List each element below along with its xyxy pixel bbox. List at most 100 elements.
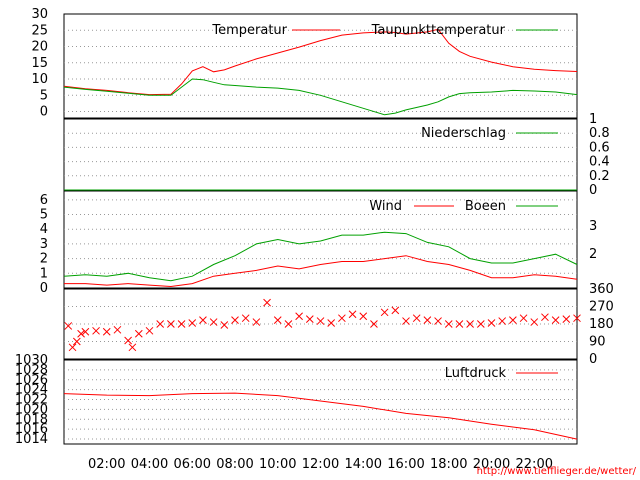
- x-tick-label: 04:00: [131, 457, 168, 472]
- wind-direction-point: [509, 316, 517, 324]
- y-tick-label: 1022: [15, 393, 48, 408]
- y-tick-label: 0.8: [589, 126, 610, 141]
- y-tick-label: 0: [589, 183, 597, 198]
- x-tick-label: 06:00: [174, 457, 211, 472]
- y-tick-label: 15: [31, 56, 48, 71]
- wind-direction-point: [231, 316, 239, 324]
- legend-label: Wind: [369, 199, 402, 214]
- y-tick-label: 0: [40, 281, 48, 296]
- x-tick-label: 16:00: [387, 457, 424, 472]
- y-tick-label: 1024: [15, 383, 48, 398]
- wind-direction-point: [423, 316, 432, 324]
- wind-direction-point: [562, 315, 571, 323]
- y-tick-label: 6: [40, 193, 48, 208]
- y-tick-label: 20: [31, 40, 48, 55]
- wind-direction-point: [530, 318, 539, 326]
- y-tick-label: 30: [31, 7, 48, 22]
- wind-direction-point: [199, 316, 207, 324]
- wind-direction-point: [113, 325, 122, 334]
- y-tick-label: 1014: [15, 432, 48, 447]
- x-tick-label: 20:00: [473, 457, 510, 472]
- x-tick-label: 14:00: [345, 457, 382, 472]
- wind-direction-point: [68, 343, 77, 352]
- y-tick-label: 1: [40, 266, 48, 281]
- y-tick-label: 0.2: [589, 169, 610, 184]
- x-tick-label: 08:00: [216, 457, 253, 472]
- panel-2: 10.80.60.40.20 Niederschlag: [63, 112, 610, 198]
- y-tick-label: 1: [589, 112, 597, 127]
- wind-direction-point: [402, 317, 410, 325]
- wind-direction-point: [134, 329, 143, 338]
- series-line-temperatur: [63, 28, 578, 96]
- y-tick-label: 0: [40, 105, 48, 120]
- wind-direction-point: [551, 316, 560, 324]
- y-tick-label: 0.6: [589, 140, 610, 155]
- y-tick-label: 0.4: [589, 155, 610, 170]
- wind-direction-point: [498, 317, 507, 325]
- y-tick-label: 360: [589, 282, 614, 297]
- wind-direction-point: [391, 306, 400, 315]
- wind-direction-point: [434, 317, 442, 325]
- x-tick-label: 02:00: [88, 457, 125, 472]
- legend-label: Taupunkttemperatur: [371, 23, 506, 38]
- wind-direction-point: [145, 326, 154, 335]
- x-tick-label: 10:00: [259, 457, 296, 472]
- y-tick-label: 1018: [15, 412, 48, 427]
- wind-direction-point: [77, 329, 85, 338]
- wind-direction-point: [220, 321, 229, 329]
- wind-direction-point: [455, 320, 464, 328]
- x-tick-label: 18:00: [430, 457, 467, 472]
- plot-frame: [63, 13, 578, 119]
- wind-direction-point: [412, 314, 421, 323]
- wind-direction-point: [541, 313, 549, 322]
- wind-direction-point: [128, 343, 137, 352]
- wind-direction-point: [380, 308, 389, 317]
- y-tick-label: 10: [31, 72, 48, 87]
- y2-tick-label: 3: [589, 219, 597, 234]
- wind-direction-point: [487, 319, 496, 327]
- wind-direction-point: [72, 337, 81, 346]
- wind-direction-point: [64, 322, 73, 330]
- y-tick-label: 1030: [15, 353, 48, 368]
- y-tick-label: 1028: [15, 363, 48, 378]
- wind-direction-point: [92, 326, 100, 335]
- wind-direction-point: [177, 320, 186, 328]
- y-tick-label: 1026: [15, 373, 48, 388]
- wind-direction-point: [188, 319, 197, 327]
- y-tick-label: 3: [40, 237, 48, 252]
- wind-direction-point: [444, 320, 453, 328]
- legend-label: Luftdruck: [445, 366, 507, 381]
- wind-direction-point: [466, 320, 474, 328]
- y-tick-label: 5: [40, 208, 48, 223]
- source-credit: http://www.tiefflieger.de/wetter/: [477, 466, 637, 477]
- wind-direction-point: [102, 327, 111, 336]
- wind-direction-point: [284, 320, 293, 328]
- wind-direction-point: [252, 318, 261, 326]
- y-tick-label: 90: [589, 335, 606, 350]
- y-tick-label: 180: [589, 317, 614, 332]
- series-line-wind: [64, 255, 578, 288]
- y-tick-label: 270: [589, 300, 614, 315]
- y-tick-label: 0: [589, 352, 597, 367]
- y-tick-label: 4: [40, 222, 48, 237]
- wind-direction-point: [273, 316, 282, 324]
- y-tick-label: 25: [31, 23, 48, 38]
- y2-tick-label: 2: [589, 247, 597, 262]
- wind-direction-point: [359, 312, 368, 321]
- wind-direction-point: [209, 318, 218, 326]
- wind-direction-point: [348, 310, 357, 319]
- wind-direction-point: [573, 314, 581, 323]
- y-tick-label: 1016: [15, 422, 48, 437]
- legend-label: Niederschlag: [421, 126, 506, 141]
- y-tick-label: 2: [40, 252, 48, 267]
- wind-direction-point: [241, 314, 250, 323]
- wind-direction-point: [519, 314, 528, 323]
- y-tick-label: 5: [40, 88, 48, 103]
- legend-label: Temperatur: [211, 23, 287, 38]
- x-tick-label: 22:00: [516, 457, 553, 472]
- wind-direction-point: [338, 314, 346, 323]
- y-tick-label: 1020: [15, 402, 48, 417]
